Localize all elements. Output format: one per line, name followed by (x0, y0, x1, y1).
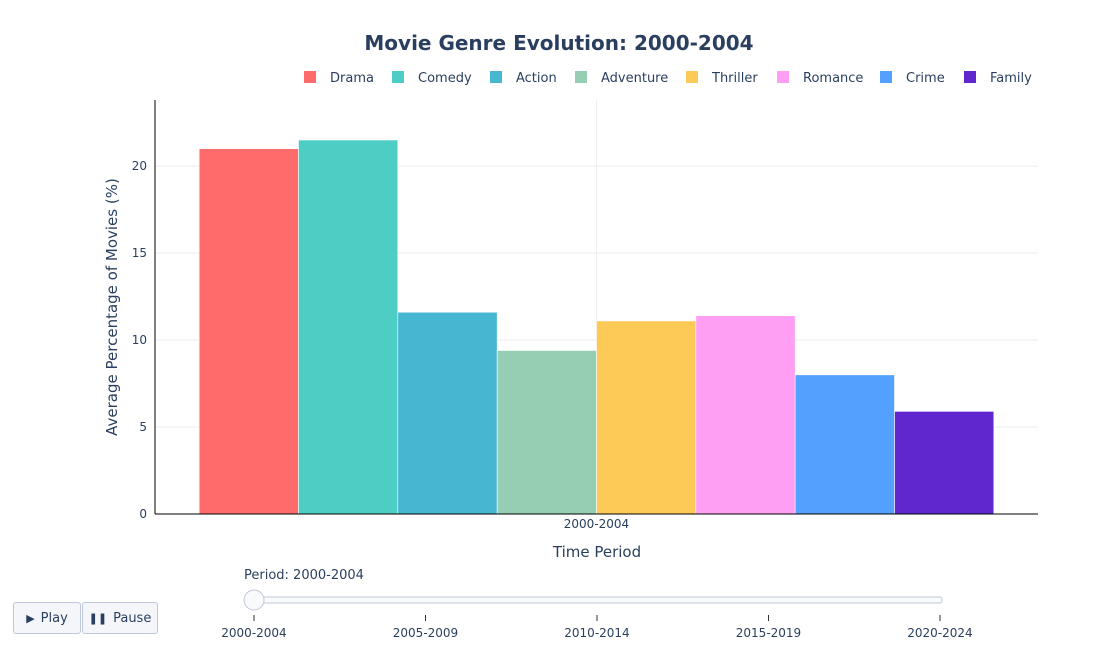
y-tick-label: 20 (132, 159, 147, 173)
legend-swatch (686, 71, 698, 83)
slider-handle[interactable] (243, 589, 265, 611)
pause-icon: ❚❚ (88, 611, 108, 625)
legend-item-drama[interactable]: Drama (304, 71, 374, 86)
y-tick-label: 10 (132, 333, 147, 347)
y-tick-label: 5 (139, 420, 147, 434)
legend-label: Thriller (711, 71, 758, 86)
slider-step-label[interactable]: 2010-2014 (564, 626, 629, 640)
legend-label: Comedy (418, 71, 472, 86)
bar-family[interactable] (894, 411, 995, 515)
legend-item-thriller[interactable]: Thriller (686, 71, 758, 86)
slider-step-label[interactable]: 2015-2019 (736, 626, 801, 640)
legend: Drama Comedy Action Adventure Thriller Romanc… (304, 71, 1032, 86)
bar-adventure[interactable] (496, 350, 597, 515)
legend-label: Crime (906, 71, 945, 86)
legend-item-adventure[interactable]: Adventure (575, 71, 668, 86)
slider-step-label[interactable]: 2005-2009 (393, 626, 458, 640)
legend-item-family[interactable]: Family (964, 71, 1032, 86)
legend-item-crime[interactable]: Crime (880, 71, 945, 86)
slider-rail[interactable] (253, 596, 943, 604)
legend-item-action[interactable]: Action (490, 71, 557, 86)
legend-swatch (575, 71, 587, 83)
x-tick-label: 2000-2004 (564, 517, 629, 531)
legend-label: Action (516, 71, 557, 86)
legend-swatch (880, 71, 892, 83)
bar-drama[interactable] (198, 148, 299, 515)
bar-romance[interactable] (695, 315, 796, 515)
bar-comedy[interactable] (298, 139, 399, 515)
y-tick-label: 0 (139, 507, 147, 521)
legend-label: Adventure (601, 71, 668, 86)
legend-label: Family (990, 71, 1032, 86)
axes: 0 5 10 15 20 2000-2004 (132, 100, 1038, 531)
bar-crime[interactable] (794, 374, 895, 515)
legend-swatch (964, 71, 976, 83)
bars (198, 139, 995, 515)
pause-button[interactable]: ❚❚ Pause (82, 602, 158, 634)
legend-item-comedy[interactable]: Comedy (392, 71, 472, 86)
slider-step-label[interactable]: 2000-2004 (221, 626, 286, 640)
chart-title: Movie Genre Evolution: 2000-2004 (364, 31, 753, 55)
legend-label: Romance (803, 71, 863, 86)
bar-thriller[interactable] (596, 320, 697, 515)
period-slider[interactable]: 2000-2004 2005-2009 2010-2014 2015-2019 2020… (221, 589, 973, 640)
legend-label: Drama (330, 71, 374, 86)
legend-swatch (777, 71, 789, 83)
pause-button-label: Pause (113, 610, 152, 626)
y-tick-label: 15 (132, 246, 147, 260)
legend-swatch (304, 71, 316, 83)
play-icon: ▶ (26, 611, 35, 625)
legend-swatch (490, 71, 502, 83)
slider-current-label: Period: 2000-2004 (244, 568, 364, 583)
play-button-label: Play (40, 610, 68, 626)
x-axis-title: Time Period (552, 543, 641, 561)
bar-action[interactable] (397, 311, 498, 515)
legend-swatch (392, 71, 404, 83)
legend-item-romance[interactable]: Romance (777, 71, 863, 86)
y-axis-title: Average Percentage of Movies (%) (103, 178, 121, 436)
slider-step-label[interactable]: 2020-2024 (907, 626, 972, 640)
play-button[interactable]: ▶ Play (13, 602, 81, 634)
